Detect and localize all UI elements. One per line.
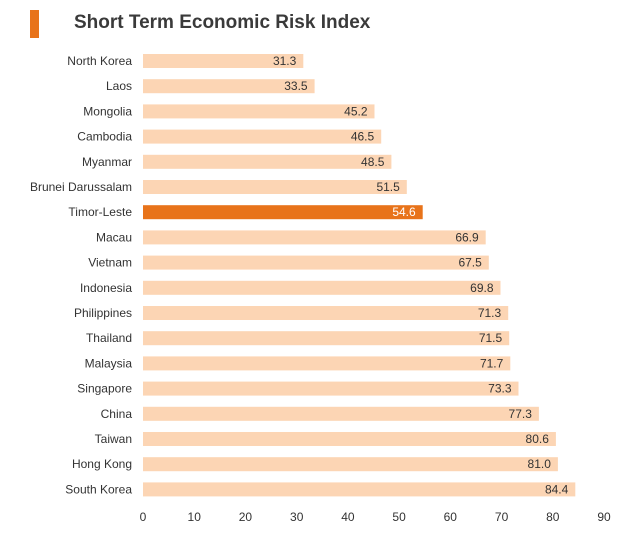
category-label: Timor-Leste xyxy=(68,205,132,219)
bar-thailand xyxy=(143,331,510,346)
x-tick-label: 80 xyxy=(546,510,560,524)
category-label: Brunei Darussalam xyxy=(30,180,132,194)
title-accent-bar xyxy=(30,10,39,38)
x-tick-label: 30 xyxy=(290,510,304,524)
x-tick-label: 0 xyxy=(140,510,147,524)
category-label: South Korea xyxy=(65,482,132,496)
value-label: 46.5 xyxy=(351,130,375,144)
value-label: 77.3 xyxy=(509,407,533,421)
x-tick-label: 60 xyxy=(444,510,458,524)
category-label: Hong Kong xyxy=(72,457,132,471)
bar-vietnam xyxy=(143,255,489,270)
value-label: 66.9 xyxy=(455,230,479,244)
value-label: 69.8 xyxy=(470,281,494,295)
value-label: 45.2 xyxy=(344,104,368,118)
bar-malaysia xyxy=(143,356,511,371)
bar-taiwan xyxy=(143,432,556,446)
category-label: Macau xyxy=(96,230,132,244)
bar-philippines xyxy=(143,306,509,320)
value-label: 54.6 xyxy=(392,205,416,219)
bar-myanmar xyxy=(143,154,392,169)
value-label: 51.5 xyxy=(376,180,400,194)
bar-south-korea xyxy=(143,482,576,497)
value-label: 84.4 xyxy=(545,482,569,496)
bar-laos xyxy=(143,79,315,94)
category-label: Taiwan xyxy=(95,432,132,446)
chart-title: Short Term Economic Risk Index xyxy=(74,12,371,33)
category-label: North Korea xyxy=(67,54,132,68)
category-label: Malaysia xyxy=(85,356,133,370)
x-tick-label: 40 xyxy=(341,510,355,524)
bar-indonesia xyxy=(143,280,501,295)
bar-china xyxy=(143,406,539,421)
category-label: Vietnam xyxy=(88,256,132,270)
category-label: Mongolia xyxy=(83,104,132,118)
value-label: 80.6 xyxy=(526,432,550,446)
bar-hong-kong xyxy=(143,457,558,472)
value-label: 71.3 xyxy=(478,306,502,320)
category-label: Cambodia xyxy=(77,130,132,144)
bar-singapore xyxy=(143,381,519,396)
value-label: 73.3 xyxy=(488,382,512,396)
bar-macau xyxy=(143,230,486,245)
value-label: 81.0 xyxy=(528,457,552,471)
x-tick-label: 70 xyxy=(495,510,509,524)
category-label: Singapore xyxy=(77,382,132,396)
category-label: Philippines xyxy=(74,306,132,320)
category-label: Laos xyxy=(106,79,132,93)
x-tick-label: 20 xyxy=(239,510,253,524)
value-label: 71.5 xyxy=(479,331,503,345)
x-tick-label: 90 xyxy=(597,510,611,524)
bar-cambodia xyxy=(143,129,382,144)
bar-mongolia xyxy=(143,104,375,119)
category-label: Myanmar xyxy=(82,155,132,169)
x-tick-label: 50 xyxy=(392,510,406,524)
category-label: China xyxy=(101,407,133,421)
x-tick-label: 10 xyxy=(188,510,202,524)
bar-north-korea xyxy=(143,54,304,68)
value-label: 48.5 xyxy=(361,155,385,169)
value-label: 71.7 xyxy=(480,356,504,370)
category-label: Thailand xyxy=(86,331,132,345)
value-label: 33.5 xyxy=(284,79,308,93)
value-label: 31.3 xyxy=(273,54,297,68)
value-label: 67.5 xyxy=(458,256,482,270)
bar-brunei-darussalam xyxy=(143,180,407,194)
category-label: Indonesia xyxy=(80,281,132,295)
bar-timor-leste xyxy=(143,205,423,220)
